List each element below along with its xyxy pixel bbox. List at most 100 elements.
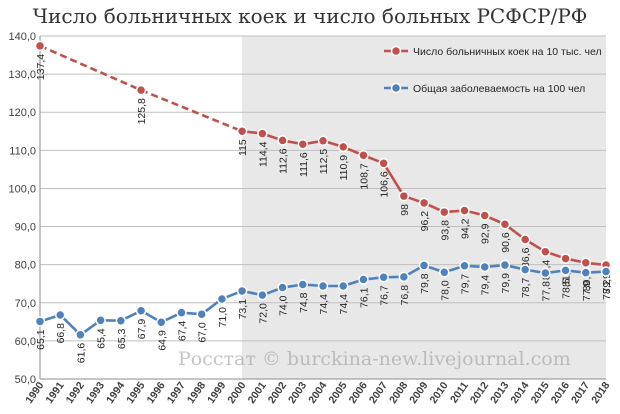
data-point	[519, 264, 531, 275]
x-tick-label: 1994	[104, 380, 127, 406]
data-point	[95, 315, 106, 326]
data-label: 65,1	[35, 329, 47, 350]
legend-label: Общая заболеваемость на 100 чел	[413, 83, 585, 95]
x-tick-label: 2009	[407, 380, 430, 406]
legend-marker	[390, 82, 402, 94]
data-label: 76,7	[379, 285, 391, 306]
y-tick-label: 90,0	[15, 222, 36, 234]
data-label: 108,7	[358, 163, 370, 189]
y-tick-label: 60,0	[15, 336, 36, 348]
data-label: 67,9	[136, 319, 148, 340]
x-tick-label: 1997	[165, 380, 188, 406]
x-tick-label: 2010	[428, 380, 451, 406]
x-tick-label: 1992	[64, 380, 87, 406]
data-label: 65,4	[96, 328, 108, 349]
data-point	[560, 253, 571, 264]
data-label: 77,9	[581, 281, 593, 302]
data-label: 79,8	[419, 273, 431, 294]
x-tick-label: 2016	[549, 380, 572, 406]
data-point	[135, 84, 147, 96]
data-point	[135, 305, 147, 317]
data-label: 66,8	[55, 323, 67, 344]
data-label: 71,0	[217, 307, 229, 328]
y-tick-label: 80,0	[15, 260, 36, 272]
data-label: 73,1	[237, 299, 249, 320]
data-point	[337, 280, 349, 292]
data-label: 96,2	[419, 211, 431, 232]
chart-title: Число больничных коек и число больных РС…	[32, 4, 588, 28]
data-label: 86,6	[520, 247, 532, 268]
data-label: 79,9	[601, 273, 613, 294]
data-point	[600, 266, 612, 277]
y-tick-label: 110,0	[9, 145, 36, 157]
data-point	[459, 205, 470, 216]
data-label: 114,4	[257, 141, 269, 167]
data-point	[236, 285, 248, 297]
data-label: 65,3	[116, 329, 128, 350]
x-tick-label: 2008	[387, 380, 410, 406]
x-tick-label: 2004	[306, 380, 329, 406]
data-point	[156, 316, 167, 328]
series-line-segment	[39, 44, 142, 92]
x-tick-label: 1995	[124, 380, 147, 406]
data-point	[439, 206, 450, 218]
data-label: 137,4	[35, 54, 47, 80]
data-point	[439, 267, 450, 278]
y-tick-label: 140,0	[8, 31, 36, 43]
data-label: 74,4	[338, 294, 350, 315]
data-label: 78,5	[561, 278, 573, 299]
x-tick-label: 1991	[43, 380, 66, 406]
data-label: 115	[237, 139, 249, 156]
data-point	[358, 150, 369, 161]
data-point	[34, 316, 46, 327]
data-label: 78,0	[439, 280, 451, 301]
data-point	[499, 259, 511, 271]
data-point	[337, 141, 349, 153]
data-point	[418, 197, 430, 209]
data-point	[398, 271, 410, 283]
data-point	[580, 257, 592, 269]
data-label: 110,9	[338, 155, 350, 181]
y-tick-label: 50,0	[15, 374, 36, 386]
x-tick-label: 2011	[448, 380, 471, 406]
data-point	[479, 210, 490, 221]
data-label: 74,0	[278, 295, 290, 316]
data-label: 79,7	[460, 274, 472, 295]
data-label: 72,0	[257, 303, 269, 324]
x-tick-label: 2017	[569, 380, 592, 406]
data-point	[378, 158, 389, 169]
x-tick-label: 2014	[508, 380, 531, 406]
x-tick-label: 2006	[347, 380, 370, 406]
legend-marker	[390, 45, 402, 57]
data-point	[216, 293, 228, 305]
y-tick-label: 130,0	[8, 69, 36, 81]
x-tick-label: 1998	[185, 380, 208, 406]
data-point	[479, 261, 490, 273]
series-line-segment	[382, 162, 405, 197]
data-label: 112,5	[318, 149, 330, 175]
watermark-text: Росстат © burckina-new.livejournal.com	[178, 348, 571, 370]
data-point	[580, 267, 592, 278]
y-tick-label: 70,0	[15, 298, 36, 310]
data-label: 94,2	[460, 218, 472, 239]
data-label: 98	[399, 204, 411, 216]
data-point	[378, 271, 389, 283]
data-label: 125,8	[136, 98, 148, 124]
data-point	[519, 234, 531, 245]
data-point	[499, 219, 511, 230]
data-point	[196, 308, 207, 320]
data-label: 79,4	[480, 275, 492, 296]
data-point	[358, 274, 369, 285]
data-label: 64,9	[156, 330, 168, 351]
data-label: 79,9	[500, 273, 512, 294]
x-tick-label: 2001	[246, 380, 269, 406]
data-label: 61,6	[75, 343, 87, 364]
data-label: 76,1	[358, 287, 370, 308]
x-tick-label: 2015	[529, 380, 552, 406]
data-label: 67,0	[197, 322, 209, 343]
data-point	[297, 138, 309, 150]
x-tick-label: 2018	[589, 380, 612, 406]
data-point	[560, 265, 571, 276]
data-label: 112,6	[278, 148, 290, 174]
